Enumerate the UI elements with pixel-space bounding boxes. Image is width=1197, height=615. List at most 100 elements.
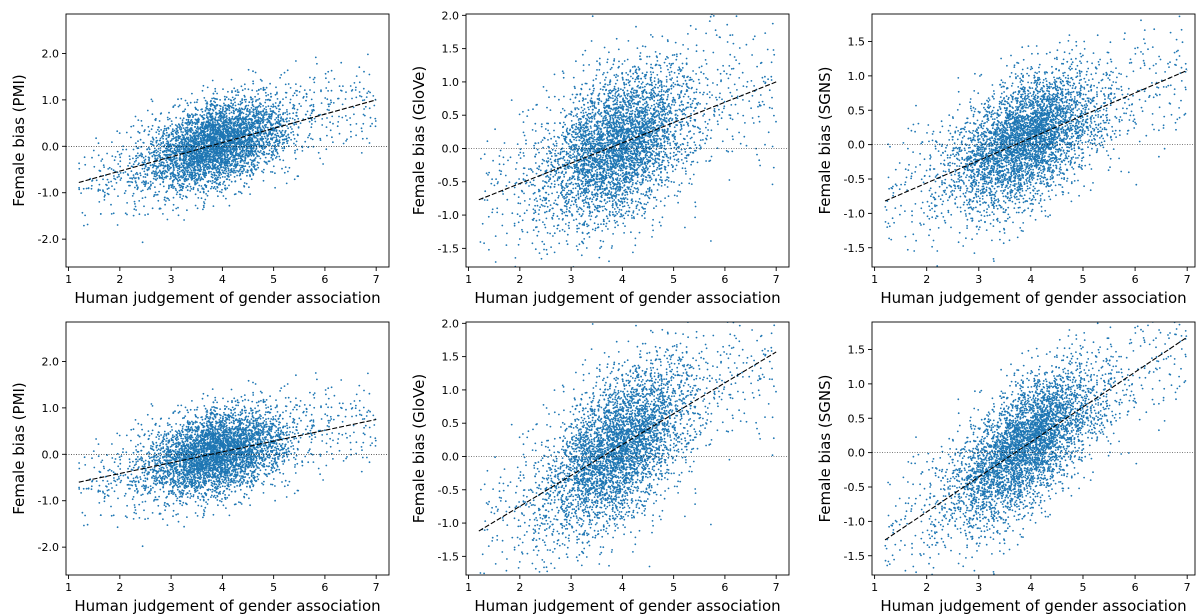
scatter-point	[283, 71, 286, 74]
scatter-point	[297, 117, 300, 120]
scatter-point	[231, 129, 233, 131]
scatter-point	[174, 160, 177, 163]
scatter-point	[257, 89, 260, 91]
scatter-point	[200, 160, 203, 163]
scatter-point	[203, 166, 206, 169]
scatter-point	[325, 148, 328, 151]
scatter-point	[218, 122, 220, 125]
scatter-point	[241, 160, 243, 162]
scatter-point	[287, 127, 289, 130]
scatter-points	[479, 14, 777, 267]
scatter-point	[151, 163, 154, 166]
scatter-point	[282, 118, 285, 121]
scatter-point	[231, 96, 234, 99]
scatter-point	[147, 182, 150, 185]
scatter-point	[231, 147, 234, 150]
scatter-point	[177, 105, 180, 108]
scatter-point	[353, 82, 356, 84]
scatter-point	[250, 141, 253, 143]
scatter-point	[342, 85, 344, 87]
scatter-point	[183, 171, 186, 173]
scatter-point	[664, 184, 666, 186]
scatter-point	[177, 139, 179, 142]
scatter-point	[211, 97, 214, 100]
scatter-point	[252, 140, 255, 143]
scatter-point	[102, 178, 104, 181]
scatter-point	[274, 150, 277, 152]
scatter-point	[268, 120, 271, 123]
scatter-point	[234, 104, 237, 107]
scatter-point	[270, 147, 273, 150]
scatter-point	[285, 135, 288, 138]
scatter-point	[158, 162, 161, 165]
scatter-point	[218, 109, 221, 112]
scatter-point	[199, 173, 202, 176]
scatter-point	[189, 148, 191, 151]
scatter-point	[233, 156, 236, 159]
scatter-point	[137, 177, 140, 180]
scatter-point	[146, 173, 149, 176]
scatter-point	[197, 137, 200, 139]
scatter-point	[177, 176, 180, 179]
scatter-point	[186, 185, 189, 187]
scatter-point	[278, 121, 280, 124]
scatter-point	[246, 110, 248, 112]
scatter-point	[236, 169, 238, 172]
scatter-point	[159, 137, 162, 140]
scatter-point	[156, 165, 159, 168]
scatter-point	[277, 118, 280, 121]
scatter-point	[206, 101, 209, 103]
scatter-point	[273, 129, 276, 131]
scatter-point	[278, 141, 281, 144]
scatter-point	[667, 161, 670, 164]
scatter-point	[253, 125, 256, 128]
scatter-point	[200, 185, 203, 187]
scatter-point	[119, 165, 122, 168]
scatter-point	[186, 122, 189, 124]
scatter-point	[239, 126, 242, 128]
scatter-point	[122, 172, 125, 174]
scatter-point	[222, 195, 225, 197]
scatter-point	[161, 156, 164, 159]
scatter-point	[131, 177, 134, 180]
scatter-point	[209, 128, 212, 131]
subplot-2: 1 2 3 4 5 6 7-1.5-1.0-0.50.00.51.01.52.0Human …	[410, 9, 790, 307]
scatter-point	[185, 146, 188, 149]
scatter-point	[180, 163, 183, 166]
scatter-point	[189, 168, 192, 170]
scatter-point	[237, 129, 240, 132]
scatter-point	[254, 95, 256, 98]
scatter-point	[178, 150, 181, 152]
scatter-point	[168, 168, 171, 170]
scatter-point	[240, 155, 243, 158]
scatter-point	[319, 137, 322, 140]
scatter-point	[363, 70, 365, 73]
scatter-point	[216, 186, 219, 189]
scatter-point	[259, 127, 262, 129]
scatter-point	[192, 155, 194, 158]
scatter-point	[152, 177, 155, 180]
scatter-point	[229, 127, 232, 130]
scatter-point	[553, 144, 556, 147]
scatter-point	[265, 108, 268, 111]
scatter-point	[590, 127, 592, 129]
scatter-point	[237, 157, 240, 160]
scatter-point	[195, 152, 197, 155]
scatter-point	[204, 171, 207, 174]
scatter-point	[256, 114, 259, 116]
scatter-point	[176, 169, 179, 172]
scatter-point	[141, 167, 144, 170]
scatter-point	[279, 113, 281, 116]
scatter-point	[179, 179, 181, 182]
scatter-point	[184, 151, 187, 154]
scatter-point	[207, 160, 210, 163]
scatter-point	[256, 143, 259, 146]
scatter-point	[163, 173, 166, 175]
scatter-point	[187, 138, 190, 141]
scatter-point	[172, 196, 175, 199]
scatter-point	[236, 174, 239, 177]
scatter-point	[523, 200, 526, 202]
scatter-point	[238, 170, 241, 172]
scatter-point	[257, 116, 260, 119]
scatter-point	[144, 163, 147, 166]
